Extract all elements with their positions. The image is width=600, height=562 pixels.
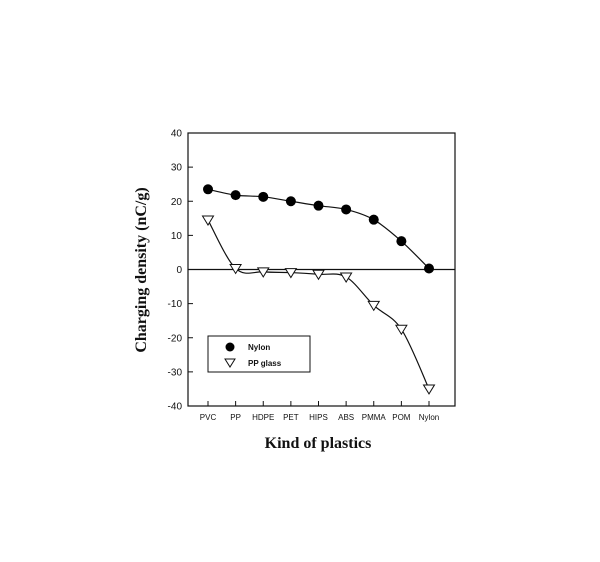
y-tick-label: 0	[176, 265, 182, 276]
data-point-ppglass	[396, 325, 407, 334]
data-point-nylon	[341, 204, 351, 214]
data-point-ppglass	[203, 216, 214, 225]
y-tick-label: -20	[168, 333, 183, 344]
legend-ppglass-label: PP glass	[248, 359, 282, 368]
x-tick-label: ABS	[338, 413, 354, 422]
legend-nylon-marker	[226, 343, 235, 352]
x-tick-label: POM	[392, 413, 411, 422]
y-tick-label: -30	[168, 367, 183, 378]
x-axis-title: Kind of plastics	[265, 435, 372, 452]
x-tick-label: Nylon	[419, 413, 439, 422]
y-tick-label: 30	[171, 163, 183, 174]
legend: Nylon PP glass	[208, 336, 310, 372]
y-tick-label: 40	[171, 129, 183, 140]
legend-nylon-label: Nylon	[248, 343, 270, 352]
data-point-ppglass	[424, 385, 435, 394]
data-point-nylon	[203, 184, 213, 194]
x-tick-label: HIPS	[309, 413, 328, 422]
data-point-nylon	[231, 190, 241, 200]
plot-area: 40 30 20 10 0 -10 -20 -30 -40 PVC PP HDPE PET HIPS ABS…	[168, 129, 455, 423]
data-point-nylon	[396, 236, 406, 246]
data-point-nylon	[258, 192, 268, 202]
data-point-nylon	[286, 196, 296, 206]
x-tick-label: PVC	[200, 413, 217, 422]
data-point-nylon	[424, 263, 434, 273]
x-tick-label: PP	[230, 413, 241, 422]
x-tick-label: HDPE	[252, 413, 274, 422]
data-point-ppglass	[341, 273, 352, 282]
x-tick-label: PET	[283, 413, 299, 422]
y-tick-label: 20	[171, 197, 183, 208]
y-tick-label: -40	[168, 402, 183, 413]
y-tick-label: 10	[171, 231, 183, 242]
data-point-nylon	[369, 215, 379, 225]
data-point-nylon	[314, 201, 324, 211]
x-tick-label: PMMA	[362, 413, 387, 422]
y-tick-label: -10	[168, 299, 183, 310]
y-axis-title: Charging density (nC/g)	[133, 187, 150, 352]
